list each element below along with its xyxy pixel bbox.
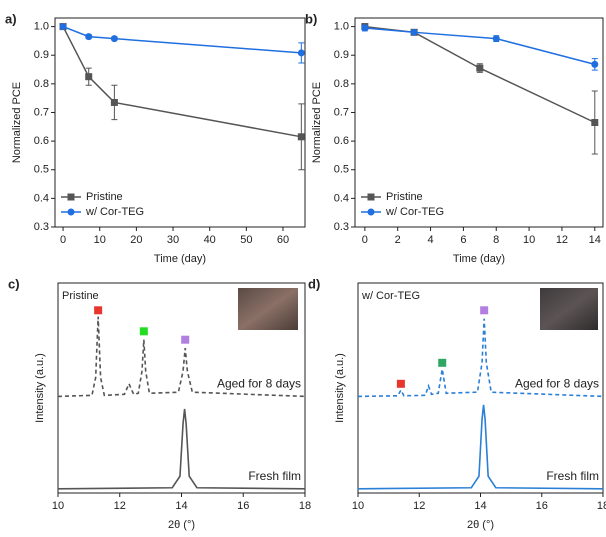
panel-label: a) [5,11,17,26]
xrd-pattern [357,318,604,398]
pattern-label: Fresh film [546,469,599,483]
x-tick-label: 10 [52,500,64,512]
y-tick-label: 0.7 [334,106,349,118]
panel-label: c) [8,276,20,291]
x-axis-label: 2θ (°) [467,519,494,531]
x-tick-label: 12 [413,500,425,512]
legend-label: w/ Cor-TEG [85,206,144,218]
y-tick-label: 0.4 [34,192,49,204]
series-line [364,25,596,124]
x-axis-label: Time (day) [154,253,206,265]
pattern-label: Aged for 8 days [217,377,301,391]
panel-label: d) [308,276,320,291]
x-tick-label: 14 [175,500,187,512]
marker [59,23,67,31]
y-tick-label: 1.0 [334,20,349,32]
plot-frame [354,17,604,228]
y-tick-label: 1.0 [34,20,49,32]
marker [297,133,305,141]
panel-label: b) [305,11,317,26]
x-tick-label: 6 [460,234,466,246]
sample-label: Pristine [62,290,99,302]
marker [110,35,118,43]
x-tick-label: 2 [395,234,401,246]
inset-photo [238,288,298,330]
y-tick-label: 0.8 [34,78,49,90]
x-tick-label: 0 [362,234,368,246]
x-tick-label: 40 [204,234,216,246]
x-tick-label: 14 [474,500,486,512]
legend-marker [367,208,375,216]
marker [591,60,599,68]
plot-frame [54,17,306,228]
y-tick-label: 0.3 [34,221,49,233]
y-tick-label: 0.7 [34,106,49,118]
y-tick-label: 0.3 [334,221,349,233]
peak-marker [396,379,405,388]
marker [410,28,418,36]
marker [591,119,599,126]
legend-label: w/ Cor-TEG [385,206,444,218]
sample-label: w/ Cor-TEG [361,290,420,302]
x-tick-label: 10 [523,234,535,246]
x-axis-label: Time (day) [453,253,505,265]
x-tick-label: 12 [556,234,568,246]
x-tick-label: 18 [299,500,311,512]
x-axis-label: 2θ (°) [168,519,195,531]
peak-marker [438,358,447,367]
legend-label: Pristine [386,191,423,203]
inset-photo [540,288,598,330]
y-tick-label: 0.9 [334,49,349,61]
x-tick-label: 10 [94,234,106,246]
x-tick-label: 14 [589,234,601,246]
x-tick-label: 10 [352,500,364,512]
marker [492,35,500,43]
legend-marker [367,193,375,201]
xrd-pattern [357,404,604,490]
pattern-label: Aged for 8 days [515,377,599,391]
marker [361,24,369,32]
y-axis-label: Normalized PCE [11,82,23,163]
x-tick-label: 60 [277,234,289,246]
y-axis-label: Intensity (a.u.) [34,353,46,423]
x-tick-label: 0 [60,234,66,246]
series-line [62,25,302,54]
peak-marker [480,306,489,315]
marker [85,73,93,81]
pattern-label: Fresh film [248,469,301,483]
x-tick-label: 30 [167,234,179,246]
y-tick-label: 0.5 [334,164,349,176]
legend-marker [67,208,75,216]
x-tick-label: 16 [237,500,249,512]
x-tick-label: 4 [427,234,433,246]
x-tick-label: 8 [493,234,499,246]
legend-marker [67,193,75,201]
x-tick-label: 12 [114,500,126,512]
peak-marker [94,306,103,315]
series-line [62,26,302,138]
x-tick-label: 50 [240,234,252,246]
y-tick-label: 0.8 [334,78,349,90]
y-tick-label: 0.4 [334,192,349,204]
x-tick-label: 20 [130,234,142,246]
legend-label: Pristine [86,191,123,203]
series-line [364,27,595,66]
y-axis-label: Intensity (a.u.) [334,353,346,423]
marker [476,64,484,72]
xrd-pattern [57,408,306,490]
y-tick-label: 0.5 [34,164,49,176]
marker [85,33,93,41]
y-tick-label: 0.6 [34,135,49,147]
marker [110,98,118,106]
x-tick-label: 16 [536,500,548,512]
peak-marker [139,327,148,336]
x-tick-label: 18 [597,500,606,512]
peak-marker [181,335,190,344]
y-axis-label: Normalized PCE [311,82,323,163]
y-tick-label: 0.9 [34,49,49,61]
y-tick-label: 0.6 [334,135,349,147]
marker [297,49,305,57]
